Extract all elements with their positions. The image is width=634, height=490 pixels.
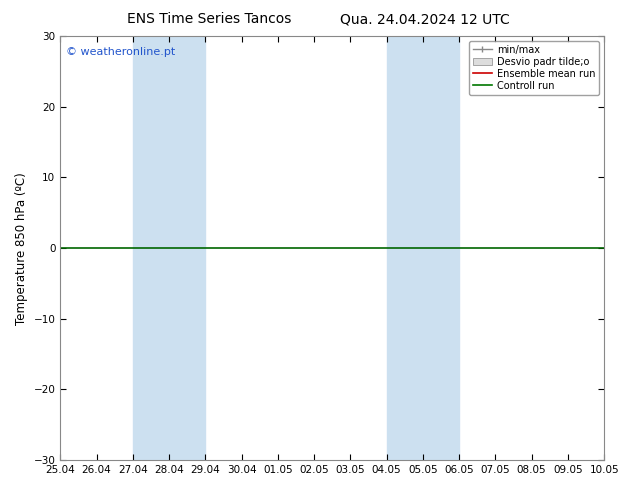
Text: Qua. 24.04.2024 12 UTC: Qua. 24.04.2024 12 UTC — [340, 12, 510, 26]
Text: © weatheronline.pt: © weatheronline.pt — [66, 47, 175, 57]
Bar — [133, 36, 205, 460]
Legend: min/max, Desvio padr tilde;o, Ensemble mean run, Controll run: min/max, Desvio padr tilde;o, Ensemble m… — [469, 41, 599, 95]
Text: ENS Time Series Tancos: ENS Time Series Tancos — [127, 12, 292, 26]
Y-axis label: Temperature 850 hPa (ºC): Temperature 850 hPa (ºC) — [15, 172, 28, 324]
Bar — [387, 36, 459, 460]
